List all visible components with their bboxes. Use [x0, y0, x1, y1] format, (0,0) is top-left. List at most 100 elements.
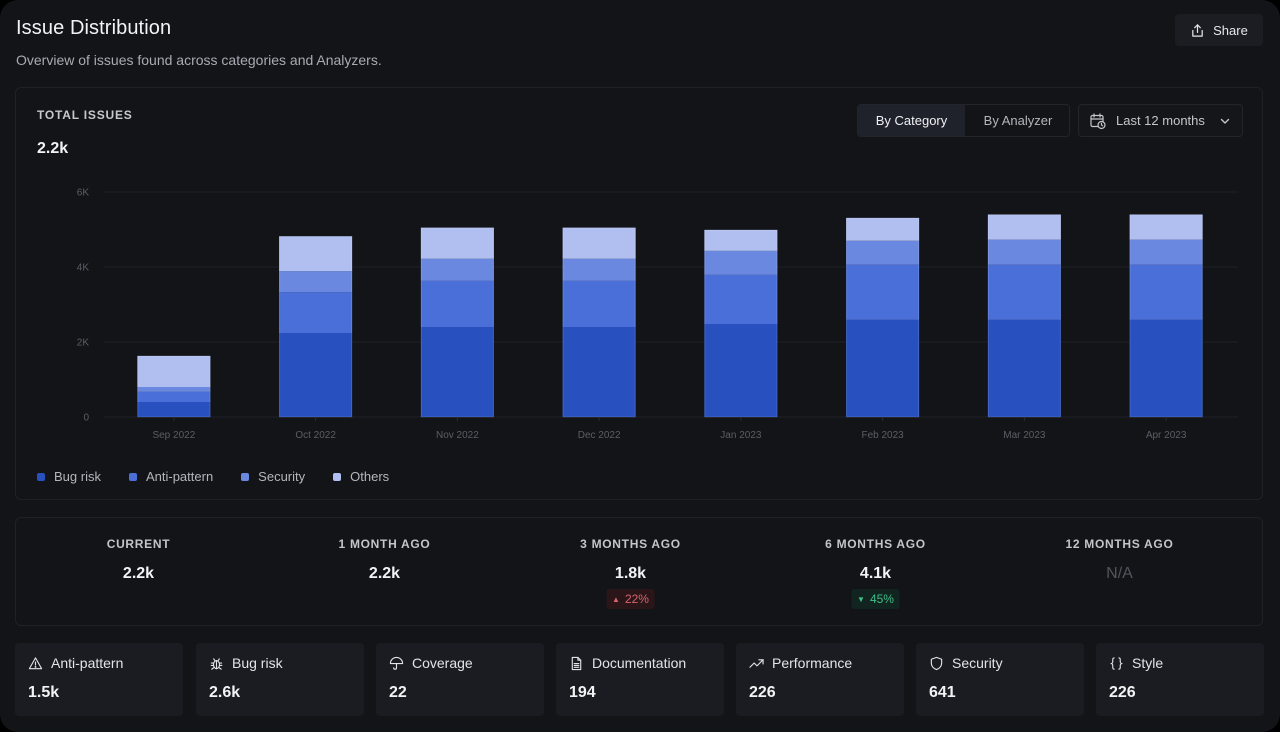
category-card-anti-pattern[interactable]: Anti-pattern 1.5k: [15, 643, 183, 716]
bar-segment-others[interactable]: [704, 229, 778, 251]
legend-item-anti-pattern[interactable]: Anti-pattern: [128, 469, 213, 484]
umbrella-icon: [389, 656, 404, 670]
bar-segment-anti-pattern[interactable]: [1129, 264, 1203, 320]
category-label: Documentation: [592, 655, 687, 671]
category-label: Style: [1132, 655, 1164, 671]
category-card-bug-risk[interactable]: Bug risk 2.6k: [196, 643, 364, 716]
legend-label: Others: [350, 469, 390, 484]
category-card-style[interactable]: Style 226: [1096, 643, 1264, 716]
legend-item-others[interactable]: Others: [333, 469, 389, 484]
bar-segment-security[interactable]: [279, 271, 353, 293]
shield-icon: [930, 656, 943, 670]
bar-stack[interactable]: [846, 217, 920, 418]
x-tick-label: Sep 2022: [152, 430, 195, 441]
bar-stack[interactable]: [704, 229, 778, 418]
category-card-coverage[interactable]: Coverage 22: [376, 643, 544, 716]
category-header: Anti-pattern: [28, 655, 123, 671]
category-label: Security: [952, 655, 1003, 671]
x-tick-label: Oct 2022: [295, 430, 336, 441]
bar-segment-security[interactable]: [704, 250, 778, 275]
bar-segment-others[interactable]: [987, 214, 1061, 240]
tab-by-category[interactable]: By Category: [858, 105, 965, 136]
legend-item-bug-risk[interactable]: Bug risk: [37, 469, 101, 484]
arrow-down-icon: ▼: [857, 594, 865, 604]
bar-segment-bug-risk[interactable]: [1129, 319, 1203, 417]
bar-stack[interactable]: [987, 214, 1061, 418]
comparison-label: 6 MONTHS AGO: [825, 537, 926, 551]
category-label: Coverage: [412, 655, 473, 671]
bar-segment-security[interactable]: [846, 240, 920, 265]
bar-segment-security[interactable]: [420, 258, 494, 281]
document-icon: [571, 656, 582, 670]
legend-item-security[interactable]: Security: [241, 469, 305, 484]
date-range-value: Last 12 months: [1116, 113, 1205, 128]
trending-up-icon: [749, 658, 764, 668]
legend-label: Security: [258, 469, 306, 484]
bar-segment-anti-pattern[interactable]: [137, 391, 211, 402]
bar-segment-others[interactable]: [279, 236, 353, 272]
category-header: Bug risk: [209, 655, 283, 671]
x-tick-label: Dec 2022: [578, 430, 621, 441]
bar-segment-anti-pattern[interactable]: [420, 280, 494, 327]
bar-segment-bug-risk[interactable]: [846, 319, 920, 417]
bar-segment-security[interactable]: [1129, 239, 1203, 265]
category-card-performance[interactable]: Performance 226: [736, 643, 904, 716]
y-tick-label: 6K: [77, 188, 90, 199]
bar-stack[interactable]: [279, 236, 353, 418]
total-issues-value: 2.2k: [37, 140, 69, 157]
category-header: Style: [1109, 655, 1163, 671]
total-issues-label: TOTAL ISSUES: [37, 108, 133, 122]
bar-segment-security[interactable]: [987, 239, 1061, 265]
comparison-6-months-ago: 6 MONTHS AGO 4.1k ▼ 45%: [753, 518, 998, 625]
bar-segment-bug-risk[interactable]: [420, 327, 494, 417]
category-card-documentation[interactable]: Documentation 194: [556, 643, 724, 716]
comparison-1-month-ago: 1 MONTH AGO 2.2k: [262, 518, 507, 625]
bar-segment-security[interactable]: [562, 258, 636, 281]
bar-segment-anti-pattern[interactable]: [562, 280, 636, 327]
category-card-security[interactable]: Security 641: [916, 643, 1084, 716]
category-value: 1.5k: [28, 684, 60, 701]
date-range-select[interactable]: Last 12 months: [1078, 104, 1243, 137]
bar-stack[interactable]: [1129, 214, 1203, 418]
bar-segment-anti-pattern[interactable]: [987, 264, 1061, 320]
bar-segment-others[interactable]: [137, 355, 211, 387]
bar-segment-others[interactable]: [420, 227, 494, 259]
bar-stack[interactable]: [420, 227, 494, 418]
share-button[interactable]: Share: [1175, 14, 1263, 46]
category-header: Performance: [749, 655, 852, 671]
y-tick-label: 4K: [77, 263, 90, 274]
legend-swatch: [333, 472, 342, 481]
bar-stack[interactable]: [137, 355, 211, 418]
category-value: 226: [1109, 684, 1136, 701]
comparison-value: 4.1k: [859, 565, 892, 582]
legend-swatch: [128, 472, 137, 481]
bar-segment-security[interactable]: [137, 387, 211, 392]
bar-segment-bug-risk[interactable]: [137, 402, 211, 417]
delta-value: 22%: [624, 592, 649, 606]
bar-stack[interactable]: [562, 227, 636, 418]
x-tick-label: Nov 2022: [436, 430, 479, 441]
bar-segment-anti-pattern[interactable]: [846, 264, 920, 320]
share-icon: [1192, 23, 1203, 37]
bar-segment-anti-pattern[interactable]: [279, 292, 353, 333]
bar-segment-bug-risk[interactable]: [279, 333, 353, 417]
category-value: 2.6k: [209, 684, 241, 701]
bar-segment-anti-pattern[interactable]: [704, 274, 778, 324]
bug-icon: [210, 657, 223, 670]
y-tick-label: 0: [83, 413, 89, 424]
category-label: Performance: [772, 655, 853, 671]
x-tick-label: Jan 2023: [720, 430, 762, 441]
bar-segment-others[interactable]: [1129, 214, 1203, 240]
category-header: Coverage: [389, 655, 473, 671]
bar-segment-bug-risk[interactable]: [987, 319, 1061, 417]
tab-by-analyzer[interactable]: By Analyzer: [965, 105, 1069, 136]
chart-card: TOTAL ISSUES 2.2k By Category By Analyze…: [15, 87, 1263, 500]
bar-segment-others[interactable]: [562, 227, 636, 259]
page-title: Issue Distribution: [16, 17, 172, 39]
comparison-12-months-ago: 12 MONTHS AGO N/A: [997, 518, 1242, 625]
comparison-card: CURRENT 2.2k 1 MONTH AGO 2.2k 3 MONTHS AGO 1.…: [15, 517, 1263, 626]
delta-badge: ▼ 45%: [851, 589, 900, 609]
bar-segment-bug-risk[interactable]: [562, 327, 636, 417]
bar-segment-others[interactable]: [846, 217, 920, 241]
bar-segment-bug-risk[interactable]: [704, 324, 778, 417]
